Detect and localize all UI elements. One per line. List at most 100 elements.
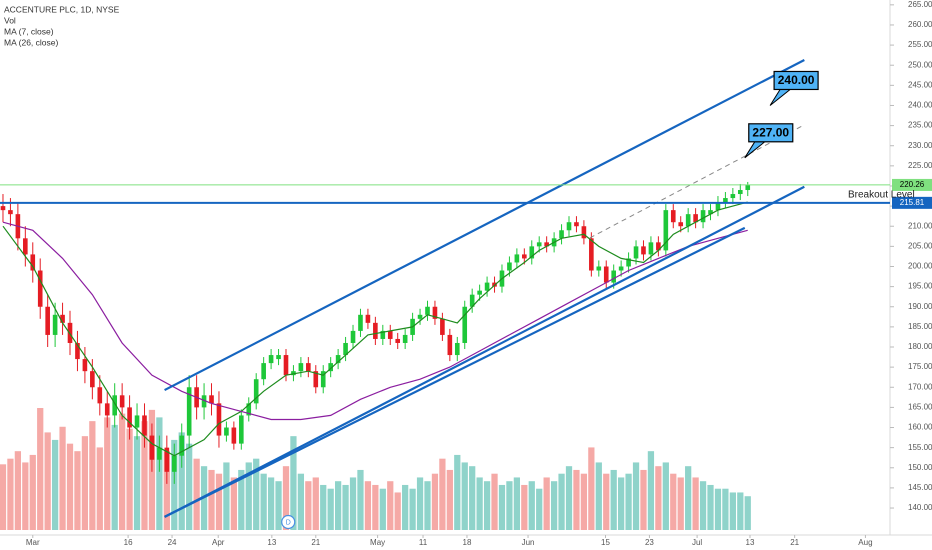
volume-bar	[111, 424, 118, 530]
volume-bar	[588, 447, 595, 530]
y-tick-label: 230.00	[908, 141, 932, 150]
volume-bar	[483, 481, 491, 530]
callout-box	[773, 70, 819, 91]
candle-body	[320, 371, 326, 388]
candle-body	[737, 190, 743, 195]
candle-body	[52, 314, 58, 335]
volume-bar	[223, 462, 230, 530]
candle-body	[335, 355, 341, 364]
y-tick-label: 180.00	[908, 342, 932, 351]
candle-body	[45, 306, 50, 335]
candle-body	[626, 258, 631, 267]
candle-body	[708, 210, 713, 215]
x-tick-label: Jul	[692, 538, 702, 547]
volume-bar	[662, 462, 669, 530]
candle-body	[559, 230, 564, 239]
candle-body	[238, 415, 244, 444]
y-tick-label: 205.00	[908, 241, 932, 250]
event-label: D	[286, 519, 291, 526]
volume-bar	[253, 458, 260, 530]
volume-bar	[372, 484, 379, 530]
price-label-box	[892, 196, 932, 209]
volume-bar	[297, 473, 305, 530]
volume-bar	[7, 458, 14, 530]
ma-legend: MA (7, close)	[4, 26, 54, 36]
volume-bar	[416, 477, 424, 530]
callout-label: 227.00	[752, 125, 789, 139]
price-label: 220.26	[900, 180, 925, 189]
volume-bar	[305, 481, 312, 530]
x-tick-label: 15	[601, 538, 610, 547]
volume-bar	[536, 488, 543, 530]
y-tick-label: 245.00	[908, 80, 932, 89]
y-tick-label: 170.00	[908, 382, 932, 391]
x-tick-label: May	[370, 538, 385, 547]
candle-body	[477, 290, 482, 295]
candle-body	[112, 395, 118, 416]
volume-bar	[230, 477, 237, 530]
candle-body	[507, 262, 512, 271]
candle-body	[589, 238, 594, 271]
volume-bar	[238, 469, 245, 530]
x-tick-label: Jun	[522, 538, 535, 547]
volume-bar	[491, 473, 498, 530]
volume-bar	[171, 439, 178, 530]
candle-body	[60, 314, 65, 323]
volume-bar	[275, 481, 282, 530]
volume-bar	[104, 417, 111, 530]
trend-line	[164, 59, 805, 392]
volume-bar	[66, 443, 74, 530]
volume-bar	[193, 458, 200, 530]
y-tick-label: 140.00	[908, 503, 932, 512]
candle-body	[656, 242, 661, 251]
volume-bar	[141, 421, 148, 530]
volume-bar	[387, 481, 394, 530]
volume-bar	[685, 466, 692, 530]
x-tick-label: 24	[168, 538, 177, 547]
volume-bar	[74, 451, 81, 530]
candle-body	[603, 266, 609, 283]
candle-body	[90, 371, 95, 388]
volume-bar	[349, 477, 357, 530]
candle-body	[75, 342, 80, 360]
volume-bar	[402, 484, 409, 530]
candle-body	[350, 330, 356, 343]
candle-body	[529, 246, 535, 259]
volume-bar	[692, 477, 699, 530]
volume-bar	[379, 488, 386, 530]
candle-body	[82, 359, 88, 372]
ma-line	[2, 221, 748, 421]
volume-bar	[208, 469, 215, 530]
candle-body	[209, 395, 214, 404]
volume-bar	[14, 451, 22, 530]
volume-bar	[96, 447, 103, 530]
y-tick-label: 225.00	[908, 161, 932, 170]
event-marker	[281, 514, 296, 530]
volume-bar	[625, 473, 632, 530]
candle-body	[425, 306, 430, 315]
candle-body	[179, 435, 185, 456]
volume-bar	[267, 477, 275, 530]
volume-bar	[59, 426, 66, 530]
candle-body	[291, 371, 296, 376]
volume-bar	[699, 481, 707, 530]
candle-body	[581, 226, 587, 239]
candle-body	[536, 242, 542, 247]
volume-bar	[573, 469, 580, 530]
ma-legend: MA (26, close)	[4, 37, 58, 47]
candle-body	[97, 387, 103, 404]
volume-bar	[215, 473, 223, 530]
volume-bar	[260, 473, 267, 530]
price-label-box	[892, 178, 932, 191]
candle-body	[164, 447, 170, 472]
volume-bar	[364, 481, 372, 530]
volume-bar	[506, 481, 513, 530]
x-tick-label: 21	[311, 538, 320, 547]
volume-bar	[51, 439, 59, 530]
candle-body	[685, 214, 691, 227]
candle-body	[283, 355, 289, 376]
volume-bar	[677, 477, 684, 530]
volume-bar	[521, 484, 528, 530]
